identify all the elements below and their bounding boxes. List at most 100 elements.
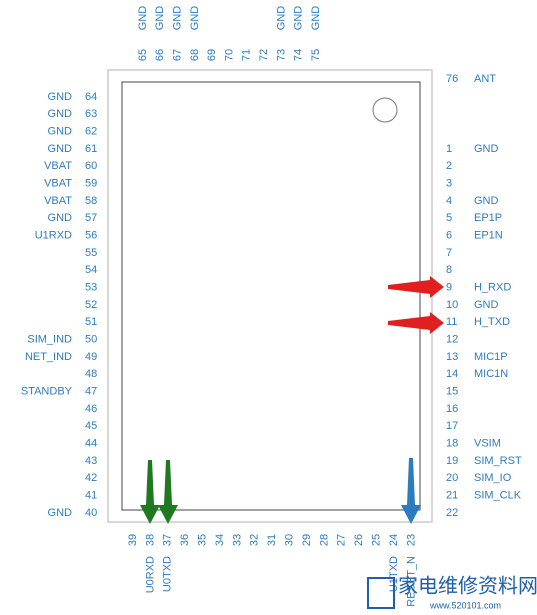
pin-number: 67: [172, 49, 184, 61]
pin-label: NET_IND: [25, 351, 72, 363]
pin-number: 71: [241, 49, 253, 61]
pin-label: SIM_IO: [474, 472, 512, 484]
pin-label: VSIM: [474, 438, 501, 450]
pin-number: 4: [446, 195, 452, 207]
pin-label: GND: [474, 143, 499, 155]
pin-number: 59: [85, 178, 97, 190]
pin-number: 37: [162, 534, 174, 546]
pin-number: 2: [446, 160, 452, 172]
pin-number: 51: [85, 316, 97, 328]
pin-number: 30: [284, 534, 296, 546]
pin-number: 20: [446, 472, 458, 484]
pin-number: 1: [446, 143, 452, 155]
pin-number: 70: [223, 49, 235, 61]
pin-number: 18: [446, 438, 458, 450]
pin-number: 9: [446, 282, 452, 294]
pin1-marker: [372, 97, 398, 123]
pin-label: GND: [48, 126, 73, 138]
pin-number: 75: [310, 49, 322, 61]
pin-number: 55: [85, 247, 97, 259]
pin-label: EP1N: [474, 230, 503, 242]
pin-label: GND: [189, 6, 201, 31]
pin-number: 26: [353, 534, 365, 546]
pin-number: 13: [446, 351, 458, 363]
pin-number: 38: [144, 534, 156, 546]
pin-number: 61: [85, 143, 97, 155]
pin-label: SIM_IND: [27, 334, 72, 346]
pin-label: GND: [474, 299, 499, 311]
pin-number: 54: [85, 264, 97, 276]
pin-label: GND: [172, 6, 184, 31]
pin-number: 28: [318, 534, 330, 546]
pin-number: 66: [154, 49, 166, 61]
pin-label: GND: [293, 6, 305, 31]
pin-number: 43: [85, 455, 97, 467]
pin-number: 64: [85, 91, 97, 103]
arrow: [140, 460, 160, 524]
pin-number: 65: [137, 49, 149, 61]
pin-number: 12: [446, 334, 458, 346]
pin-number: 5: [446, 212, 452, 224]
pin-number: 25: [371, 534, 383, 546]
pin-number: 46: [85, 403, 97, 415]
pin-number: 24: [388, 534, 400, 546]
pin-number: 17: [446, 420, 458, 432]
pin-label: GND: [48, 143, 73, 155]
pin-number: 3: [446, 178, 452, 190]
pin-number: 62: [85, 126, 97, 138]
pin-number: 33: [231, 534, 243, 546]
arrow: [388, 276, 444, 298]
pin-number: 44: [85, 438, 97, 450]
pin-label: EP1P: [474, 212, 502, 224]
pin-number: 21: [446, 490, 458, 502]
pin-number: 60: [85, 160, 97, 172]
pin-label: GND: [275, 6, 287, 31]
pin-number: 29: [301, 534, 313, 546]
pin-label: VBAT: [44, 178, 72, 190]
pin-label: GND: [48, 108, 73, 120]
pin-number: 32: [249, 534, 261, 546]
pin-number: 35: [197, 534, 209, 546]
pin-label: GND: [48, 91, 73, 103]
watermark: 家电维修资料网 www.520101.com: [367, 574, 537, 610]
pin-number: 7: [446, 247, 452, 259]
arrow: [401, 458, 421, 524]
pin-number: 6: [446, 230, 452, 242]
pin-label: VBAT: [44, 160, 72, 172]
pin-number: 15: [446, 386, 458, 398]
pin-number: 50: [85, 334, 97, 346]
pin-number: 52: [85, 299, 97, 311]
pin-label: SIM_CLK: [474, 490, 522, 502]
pin-number: 19: [446, 455, 458, 467]
pin-number: 74: [293, 49, 305, 61]
pin-label: U0RXD: [144, 556, 156, 593]
pin-number: 23: [405, 534, 417, 546]
pin-number: 47: [85, 386, 97, 398]
pin-number: 53: [85, 282, 97, 294]
pin-label: GND: [310, 6, 322, 31]
pin-label: ANT: [474, 73, 496, 85]
watermark-url: www.520101.com: [429, 600, 501, 610]
pin-label: H_RXD: [474, 282, 511, 294]
pin-label: VBAT: [44, 195, 72, 207]
pin-number: 63: [85, 108, 97, 120]
pin-number: 10: [446, 299, 458, 311]
pin-label: GND: [48, 507, 73, 519]
pin-number: 45: [85, 420, 97, 432]
pin-number: 49: [85, 351, 97, 363]
pin-number: 22: [446, 507, 458, 519]
pin-number: 27: [336, 534, 348, 546]
pin-number: 73: [275, 49, 287, 61]
pin-number: 56: [85, 230, 97, 242]
pin-label: GND: [137, 6, 149, 31]
pin-label: SIM_RST: [474, 455, 522, 467]
arrow: [388, 312, 444, 334]
pin-number: 39: [127, 534, 139, 546]
pin-number: 14: [446, 368, 458, 380]
pin-number: 48: [85, 368, 97, 380]
pin-number: 76: [446, 73, 458, 85]
watermark-logo: [367, 577, 395, 609]
pin-label: MIC1P: [474, 351, 508, 363]
pin-label: H_TXD: [474, 316, 510, 328]
